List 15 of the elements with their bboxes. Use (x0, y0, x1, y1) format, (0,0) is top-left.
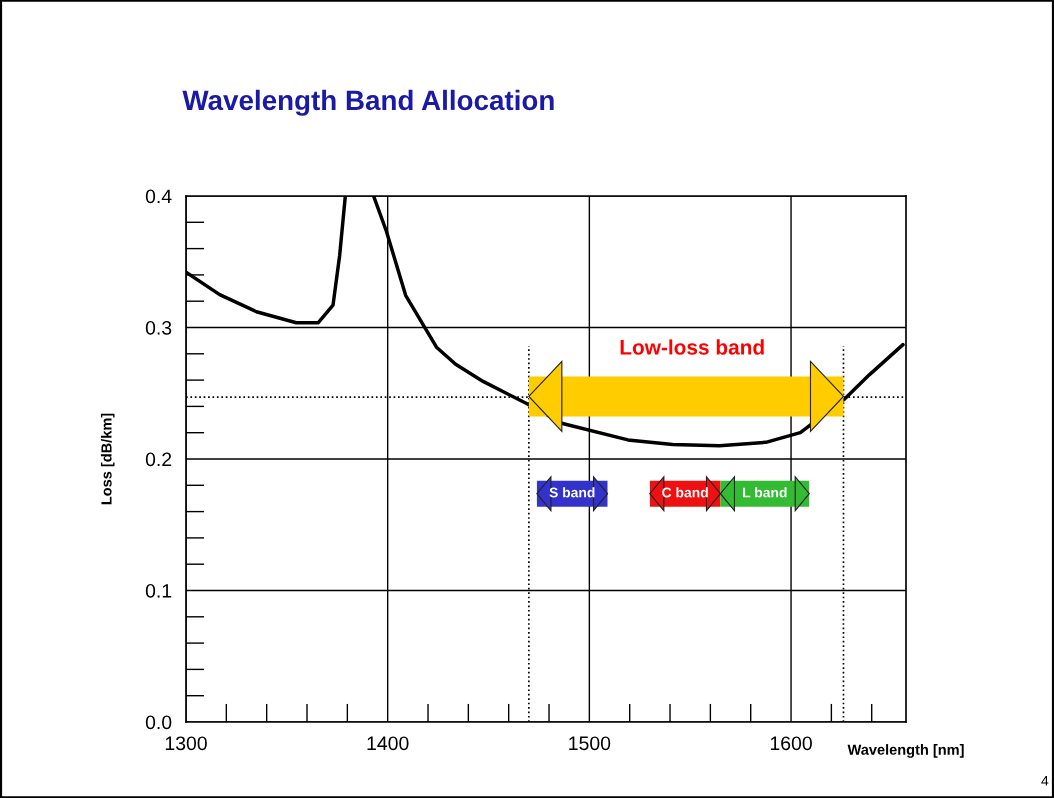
x-tick-label: 1400 (367, 736, 409, 751)
y-tick-label: 0.0 (145, 715, 172, 730)
y-tick-label: 0.2 (145, 452, 172, 467)
band-label: Low-loss band (620, 339, 764, 355)
x-axis-title: Wavelength [nm] (847, 744, 964, 758)
band-label: L band (743, 487, 787, 498)
x-tick-label: 1500 (569, 736, 611, 751)
y-axis-title: Loss [dB/km] (100, 413, 115, 505)
x-tick-label: 1300 (165, 736, 207, 751)
y-tick-label: 0.1 (145, 583, 172, 598)
y-tick-label: 0.3 (145, 320, 172, 335)
chart-title: Wavelength Band Allocation (182, 89, 554, 116)
y-tick-label: 0.4 (145, 189, 172, 204)
x-tick-label: 1600 (770, 736, 812, 751)
text: 4 (1041, 775, 1049, 786)
